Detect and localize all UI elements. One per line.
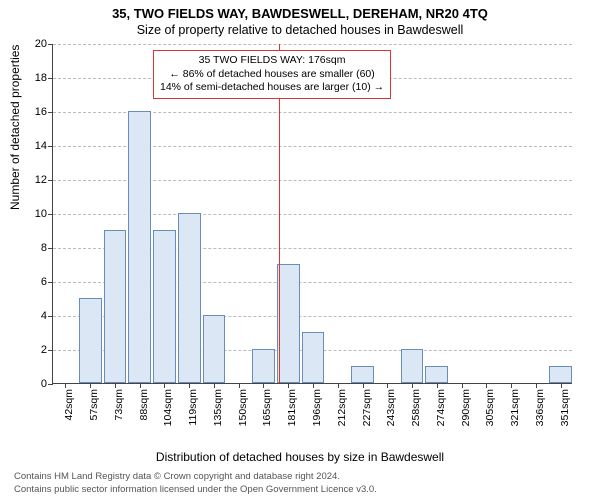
bar <box>277 264 300 383</box>
xtick-label: 243sqm <box>385 389 397 426</box>
xtick-mark <box>214 383 215 388</box>
bar <box>128 111 151 383</box>
xtick-label: 258sqm <box>410 389 422 426</box>
xtick-mark <box>363 383 364 388</box>
xtick-label: 135sqm <box>212 389 224 426</box>
xtick-mark <box>313 383 314 388</box>
xtick-mark <box>412 383 413 388</box>
bar <box>425 366 448 383</box>
xtick-label: 321sqm <box>509 389 521 426</box>
xtick-mark <box>90 383 91 388</box>
bar <box>401 349 424 383</box>
ytick-label: 12 <box>23 174 53 186</box>
plot-area: 0246810121416182042sqm57sqm73sqm88sqm104… <box>52 44 572 384</box>
footer-attribution: Contains HM Land Registry data © Crown c… <box>14 471 377 496</box>
xtick-mark <box>239 383 240 388</box>
ytick-label: 10 <box>23 208 53 220</box>
xtick-mark <box>140 383 141 388</box>
xtick-label: 305sqm <box>484 389 496 426</box>
xtick-mark <box>338 383 339 388</box>
bar <box>178 213 201 383</box>
bar <box>79 298 102 383</box>
bar <box>153 230 176 383</box>
xtick-mark <box>462 383 463 388</box>
ytick-label: 0 <box>23 378 53 390</box>
ytick-label: 14 <box>23 140 53 152</box>
xtick-mark <box>437 383 438 388</box>
xtick-label: 351sqm <box>559 389 571 426</box>
chart-title-sub: Size of property relative to detached ho… <box>0 21 600 39</box>
xtick-label: 150sqm <box>237 389 249 426</box>
annotation-line: 35 TWO FIELDS WAY: 176sqm <box>160 54 384 68</box>
ytick-label: 6 <box>23 276 53 288</box>
annotation-line: ← 86% of detached houses are smaller (60… <box>160 68 384 82</box>
xtick-mark <box>263 383 264 388</box>
xtick-label: 181sqm <box>286 389 298 426</box>
xtick-mark <box>115 383 116 388</box>
ytick-label: 2 <box>23 344 53 356</box>
bar <box>104 230 127 383</box>
xtick-mark <box>561 383 562 388</box>
xtick-mark <box>189 383 190 388</box>
bar <box>252 349 275 383</box>
gridline <box>53 44 572 45</box>
chart-title-main: 35, TWO FIELDS WAY, BAWDESWELL, DEREHAM,… <box>0 0 600 21</box>
chart-container: 35, TWO FIELDS WAY, BAWDESWELL, DEREHAM,… <box>0 0 600 500</box>
xtick-mark <box>288 383 289 388</box>
footer-line-1: Contains HM Land Registry data © Crown c… <box>14 471 377 483</box>
xtick-label: 212sqm <box>336 389 348 426</box>
ytick-label: 8 <box>23 242 53 254</box>
footer-line-2: Contains public sector information licen… <box>14 484 377 496</box>
x-axis-label: Distribution of detached houses by size … <box>0 450 600 464</box>
xtick-label: 227sqm <box>361 389 373 426</box>
plot-inner: 0246810121416182042sqm57sqm73sqm88sqm104… <box>52 44 572 384</box>
xtick-mark <box>387 383 388 388</box>
xtick-label: 73sqm <box>113 389 125 421</box>
xtick-label: 274sqm <box>435 389 447 426</box>
xtick-label: 42sqm <box>63 389 75 421</box>
xtick-mark <box>536 383 537 388</box>
xtick-label: 57sqm <box>88 389 100 421</box>
xtick-label: 336sqm <box>534 389 546 426</box>
xtick-label: 119sqm <box>187 389 199 426</box>
ytick-label: 18 <box>23 72 53 84</box>
ytick-label: 16 <box>23 106 53 118</box>
y-axis-label: Number of detached properties <box>8 45 22 210</box>
bar <box>302 332 325 383</box>
xtick-label: 104sqm <box>162 389 174 426</box>
xtick-mark <box>164 383 165 388</box>
xtick-label: 88sqm <box>138 389 150 421</box>
bar <box>203 315 226 383</box>
xtick-mark <box>65 383 66 388</box>
xtick-label: 290sqm <box>460 389 472 426</box>
xtick-mark <box>511 383 512 388</box>
xtick-label: 165sqm <box>261 389 273 426</box>
xtick-label: 196sqm <box>311 389 323 426</box>
bar <box>549 366 572 383</box>
bar <box>351 366 374 383</box>
ytick-label: 20 <box>23 38 53 50</box>
ytick-label: 4 <box>23 310 53 322</box>
xtick-mark <box>486 383 487 388</box>
annotation-line: 14% of semi-detached houses are larger (… <box>160 81 384 95</box>
annotation-box: 35 TWO FIELDS WAY: 176sqm← 86% of detach… <box>153 50 391 99</box>
